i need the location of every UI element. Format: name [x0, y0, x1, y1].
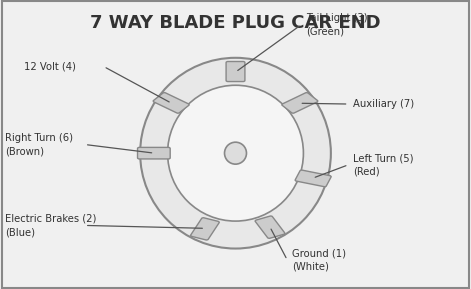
Text: Electric Brakes (2)
(Blue): Electric Brakes (2) (Blue)	[5, 214, 96, 237]
FancyBboxPatch shape	[153, 92, 189, 113]
FancyBboxPatch shape	[191, 218, 219, 240]
Text: Right Turn (6)
(Brown): Right Turn (6) (Brown)	[5, 133, 73, 156]
Text: Left Turn (5)
(Red): Left Turn (5) (Red)	[353, 153, 414, 176]
Ellipse shape	[225, 142, 246, 164]
Text: Auxiliary (7): Auxiliary (7)	[353, 99, 414, 109]
Text: Tail Light (3)
(Green): Tail Light (3) (Green)	[306, 13, 368, 36]
FancyBboxPatch shape	[255, 216, 285, 238]
Text: 7 WAY BLADE PLUG CAR END: 7 WAY BLADE PLUG CAR END	[90, 14, 381, 32]
FancyBboxPatch shape	[282, 92, 318, 113]
FancyBboxPatch shape	[226, 62, 245, 81]
Text: 12 Volt (4): 12 Volt (4)	[24, 62, 75, 71]
FancyBboxPatch shape	[295, 170, 331, 187]
FancyBboxPatch shape	[138, 147, 170, 159]
Text: Ground (1)
(White): Ground (1) (White)	[292, 249, 346, 272]
Ellipse shape	[140, 58, 331, 249]
Ellipse shape	[168, 85, 303, 221]
